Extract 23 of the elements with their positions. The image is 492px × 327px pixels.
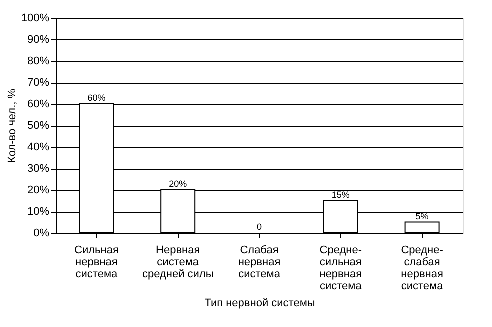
data-label: 5% <box>416 211 429 222</box>
y-tick-label: 30% <box>27 163 50 175</box>
x-tick-label: Сильная нервная система <box>74 244 119 280</box>
y-tick-label: 40% <box>27 142 50 154</box>
x-tick-label: Средне- сильная нервная система <box>320 244 363 292</box>
data-label: 60% <box>88 93 106 103</box>
y-tick-label: 60% <box>27 98 50 110</box>
x-tick-label: Средне- слабая нервная система <box>401 244 444 292</box>
y-tick-label: 50% <box>27 120 50 132</box>
y-tick-label: 100% <box>21 12 50 24</box>
y-tick-label: 70% <box>27 77 50 89</box>
y-tick-label: 90% <box>27 34 50 46</box>
data-label: 15% <box>332 190 350 200</box>
y-tick-label: 80% <box>27 56 50 68</box>
x-tick-label: Слабая нервная система <box>238 244 282 280</box>
x-tick-label: Нервная система средней силы <box>142 244 214 280</box>
data-label: 0 <box>256 222 262 232</box>
y-tick-label: 20% <box>27 184 50 196</box>
data-label: 20% <box>169 179 188 189</box>
y-tick-label: 10% <box>27 206 50 218</box>
y-axis-title: Кол-во чел., % <box>6 88 18 164</box>
y-tick-label: 0% <box>34 228 50 240</box>
x-axis-title: Тип нервной системы <box>204 298 316 310</box>
